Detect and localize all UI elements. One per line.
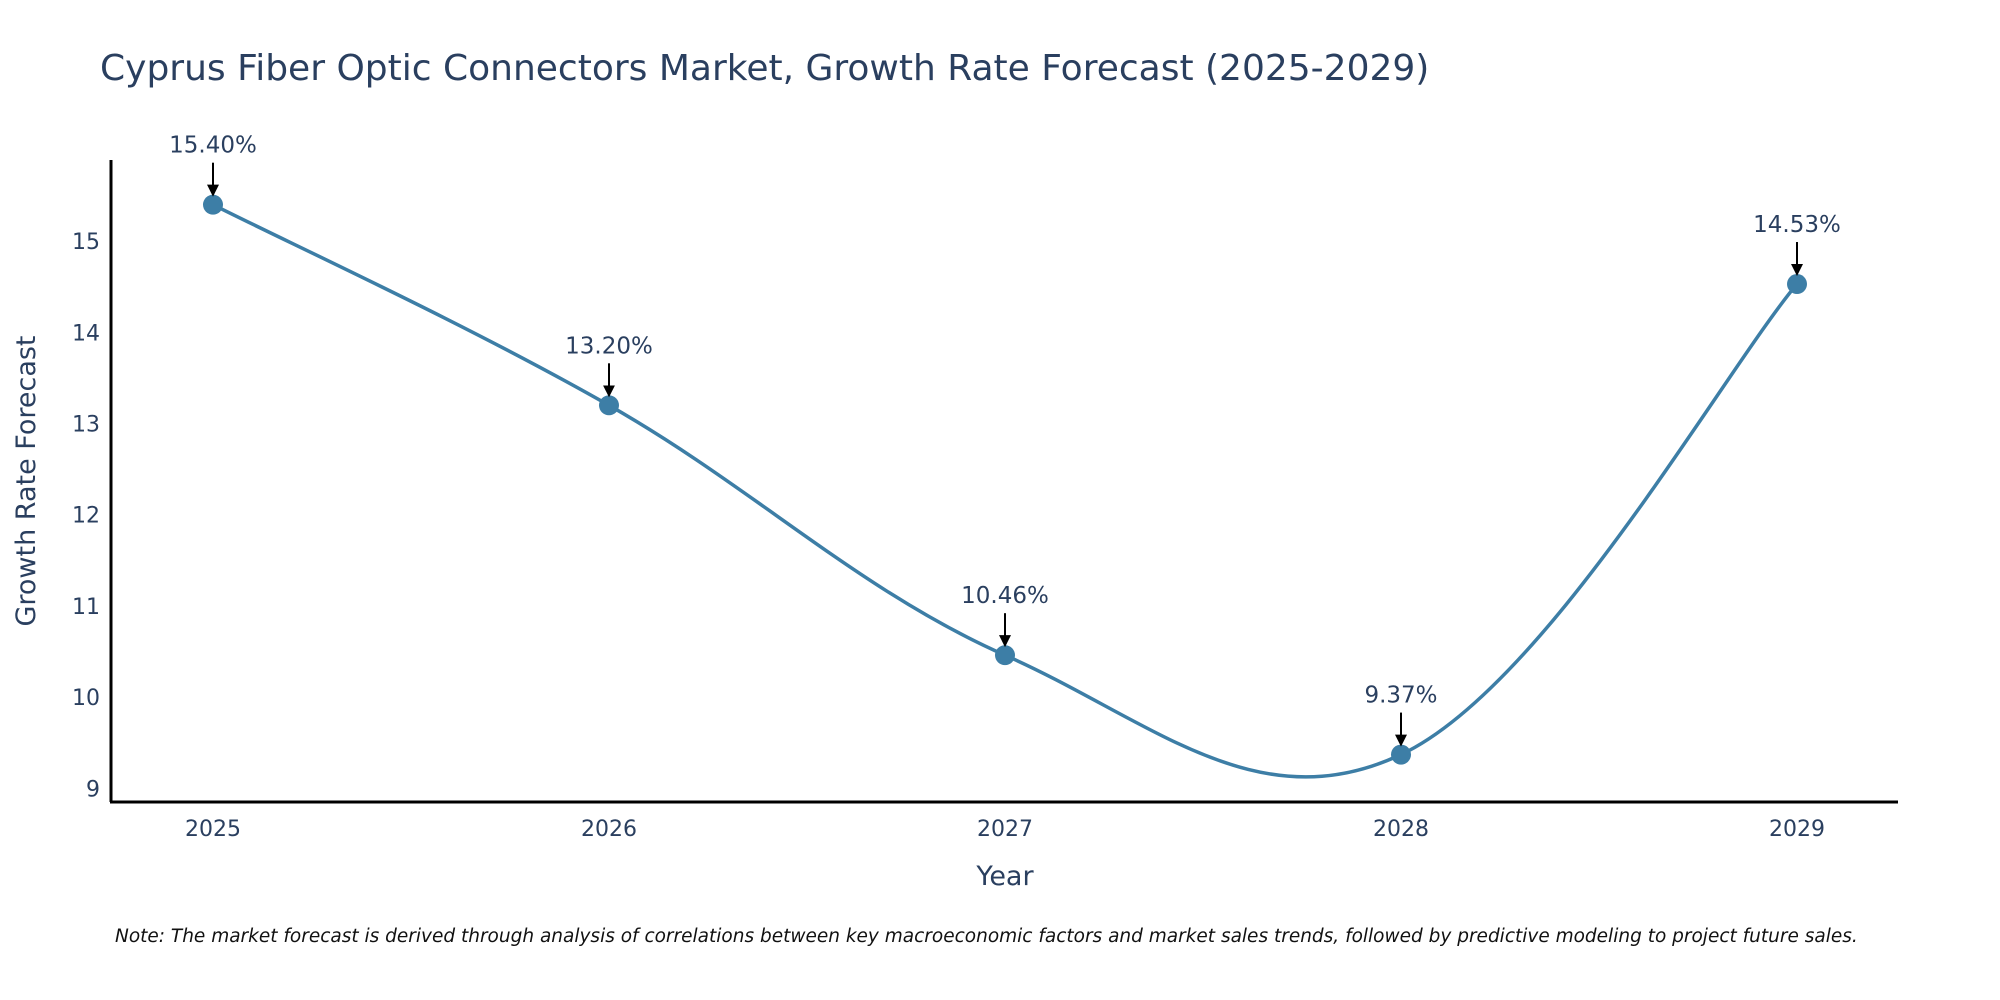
data-label-annotations: 15.40% 13.20% 10.46% 9.37% 14.53% (169, 133, 1841, 747)
data-label: 10.46% (961, 583, 1049, 609)
data-point (203, 194, 223, 215)
data-label: 9.37% (1364, 683, 1437, 709)
series-line (212, 203, 1799, 779)
y-axis-ticks: 9 10 11 12 13 14 15 (72, 230, 100, 802)
x-tick-label: 2025 (185, 817, 241, 842)
y-tick-label: 15 (72, 230, 100, 255)
y-tick-label: 11 (72, 595, 100, 620)
x-tick-label: 2027 (977, 817, 1033, 842)
x-axis-title: Year (975, 861, 1034, 892)
data-point (1787, 274, 1807, 295)
x-tick-label: 2026 (581, 817, 637, 842)
data-points (203, 194, 1807, 765)
data-point (995, 645, 1015, 666)
data-label: 14.53% (1753, 212, 1841, 238)
y-tick-label: 12 (72, 504, 100, 529)
data-point (599, 395, 619, 416)
data-label: 15.40% (169, 133, 257, 159)
y-axis-title: Growth Rate Forecast (11, 335, 42, 626)
y-tick-label: 9 (86, 777, 100, 802)
footnote: Note: The market forecast is derived thr… (115, 926, 1858, 947)
x-axis-ticks: 2025 2026 2027 2028 2029 (185, 817, 1825, 842)
data-label: 13.20% (565, 333, 653, 359)
y-tick-label: 10 (72, 686, 100, 711)
y-tick-label: 14 (72, 321, 100, 346)
x-tick-label: 2029 (1769, 817, 1825, 842)
data-point (1391, 744, 1411, 765)
y-tick-label: 13 (72, 413, 100, 438)
x-tick-label: 2028 (1373, 817, 1429, 842)
plot-area: 9 10 11 12 13 14 15 2025 2026 2027 2028 2029 15.40… (72, 133, 1898, 842)
chart-title: Cyprus Fiber Optic Connectors Market, Gr… (100, 48, 1429, 89)
